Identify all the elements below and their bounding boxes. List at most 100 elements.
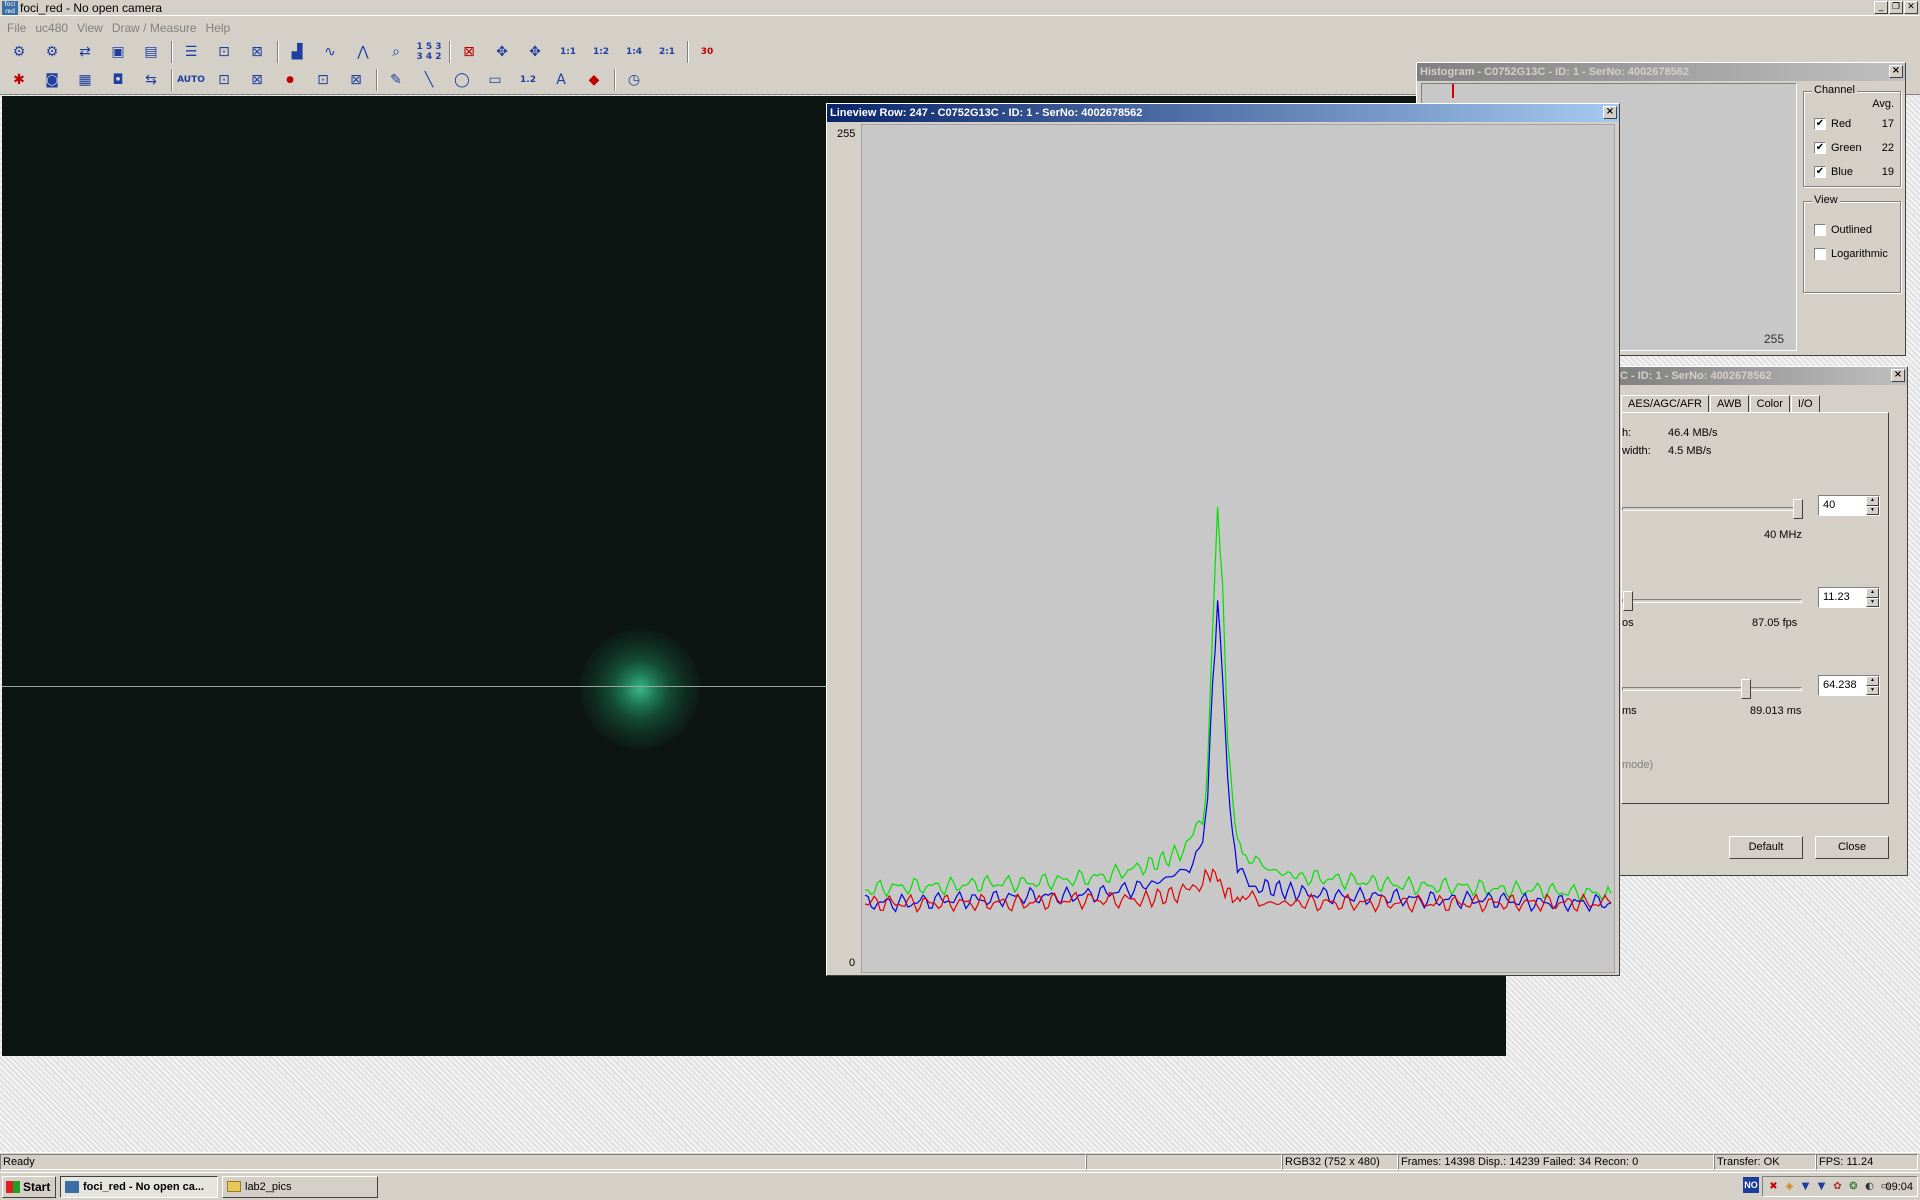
properties-title-bar[interactable]: C - ID: 1 - SerNo: 4002678562 × (1617, 367, 1907, 385)
connect-icon[interactable]: ⇄ (79, 43, 91, 60)
start-button[interactable]: Start (2, 1175, 56, 1198)
snapshot-icon[interactable]: ◙ (45, 71, 59, 88)
measure-icon[interactable]: 1.2 (520, 74, 536, 85)
properties-icon[interactable]: ☰ (184, 43, 198, 60)
record-video-icon[interactable]: ▤ (144, 43, 158, 60)
zoom-icon[interactable]: ⌕ (392, 43, 400, 60)
display-icon[interactable]: ▭ (1880, 1181, 1891, 1192)
tab-color[interactable]: Color (1749, 395, 1790, 413)
menu-draw-measure[interactable]: Draw / Measure (111, 20, 197, 35)
close-camera-icon[interactable]: ⚙ (45, 43, 59, 60)
antivirus-icon[interactable]: ✿ (1833, 1181, 1842, 1192)
open-camera-icon[interactable]: ⚙ (12, 43, 26, 60)
lineview-close-button[interactable]: × (1603, 106, 1617, 119)
channel-green-checkbox[interactable]: ✔ (1814, 142, 1826, 154)
aoi-wb-icon[interactable]: ⊡ (317, 71, 329, 88)
exposure-input[interactable]: 64.238 ▲ ▼ (1818, 675, 1880, 696)
auto-exposure-icon[interactable]: AUTO (177, 74, 205, 85)
channel-red-checkbox[interactable]: ✔ (1814, 118, 1826, 130)
network-icon[interactable]: ✖ (1769, 1181, 1778, 1192)
aoi-exposure-clear-icon[interactable]: ⊠ (251, 71, 263, 88)
app-title-bar[interactable]: foci red foci_red - No open camera _ ❐ ✕ (0, 0, 1920, 16)
menu-help[interactable]: Help (205, 20, 231, 35)
spin-down-icon[interactable]: ▼ (1866, 505, 1879, 515)
histogram-icon[interactable]: ▟ (291, 43, 303, 60)
pixelclock-input[interactable]: 40 ▲ ▼ (1818, 495, 1880, 516)
outlined-checkbox[interactable] (1814, 224, 1826, 236)
pixelclock-slider[interactable] (1622, 499, 1803, 519)
exposure-slider-thumb[interactable] (1741, 679, 1751, 699)
close-button[interactable]: Close (1815, 836, 1889, 859)
channel-blue-row[interactable]: ✔ Blue 19 (1814, 166, 1894, 178)
framerate-input[interactable]: 11.23 ▲ ▼ (1818, 587, 1880, 608)
aoi-clear-icon[interactable]: ⊠ (251, 43, 263, 60)
task-lab2-pics[interactable]: lab2_pics (222, 1175, 378, 1198)
tab-awb[interactable]: AWB (1709, 395, 1749, 413)
sync-icon[interactable]: ❂ (1849, 1181, 1858, 1192)
spin-up-icon[interactable]: ▲ (1866, 496, 1879, 506)
aoi-icon[interactable]: ⊡ (218, 43, 230, 60)
pixelclock-spinner[interactable]: ▲ ▼ (1866, 496, 1879, 515)
zoom-1-4-icon[interactable]: 1:4 (625, 46, 643, 57)
save-icon[interactable]: ▣ (111, 43, 125, 60)
channel-blue-checkbox[interactable]: ✔ (1814, 166, 1826, 178)
rectangle-icon[interactable]: ▭ (488, 71, 502, 88)
pixelclock-slider-thumb[interactable] (1793, 499, 1803, 519)
menu-uc480[interactable]: uc480 (35, 20, 69, 35)
histogram-close-button[interactable]: × (1889, 65, 1903, 78)
language-indicator[interactable]: NO (1743, 1177, 1759, 1193)
spin-up-icon[interactable]: ▲ (1866, 676, 1879, 686)
exposure-spinner[interactable]: ▲ ▼ (1866, 676, 1879, 695)
histogram-title-bar[interactable]: Histogram - C0752G13C - ID: 1 - SerNo: 4… (1417, 63, 1905, 81)
camera-properties-dialog[interactable]: C - ID: 1 - SerNo: 4002678562 × AES/AGC/… (1616, 366, 1908, 876)
framerate-slider[interactable] (1622, 591, 1802, 611)
properties-close-x-button[interactable]: × (1891, 369, 1905, 382)
timer-trigger-icon[interactable]: ⇆ (145, 71, 157, 88)
clock-icon[interactable]: ◷ (627, 71, 641, 88)
auto-white-balance-icon[interactable]: ● (286, 74, 294, 85)
lineview-dialog[interactable]: Lineview Row: 247 - C0752G13C - ID: 1 - … (826, 103, 1620, 976)
security-shield-icon[interactable]: ◈ (1785, 1181, 1794, 1192)
fit-expand-icon[interactable]: ✥ (529, 43, 541, 60)
burst-icon[interactable]: ▦ (78, 71, 92, 88)
aoi-exposure-icon[interactable]: ⊡ (218, 71, 230, 88)
minimize-button[interactable]: _ (1874, 1, 1888, 14)
zoom-1-2-icon[interactable]: 1:2 (592, 46, 610, 57)
spin-up-icon[interactable]: ▲ (1866, 588, 1879, 598)
exposure-slider[interactable] (1622, 679, 1802, 699)
fit-window-icon[interactable]: ⊠ (463, 43, 475, 60)
view-outlined-row[interactable]: Outlined (1814, 224, 1894, 236)
tab-aes-agc-afr[interactable]: AES/AGC/AFR (1621, 395, 1709, 413)
line-icon[interactable]: ╲ (424, 71, 434, 88)
restore-button[interactable]: ❐ (1889, 1, 1903, 14)
ellipse-icon[interactable]: ◯ (454, 71, 470, 88)
task-foci-red[interactable]: foci_red - No open ca... (60, 1175, 218, 1198)
zoom-2-1-icon[interactable]: 2:1 (658, 46, 676, 57)
spin-down-icon[interactable]: ▼ (1866, 597, 1879, 607)
menu-view[interactable]: View (77, 20, 103, 35)
channel-red-row[interactable]: ✔ Red 17 (1814, 118, 1894, 130)
update-icon[interactable]: ▼ (1817, 1181, 1826, 1192)
live-icon[interactable]: ✱ (13, 71, 25, 88)
fit-center-icon[interactable]: ✥ (496, 43, 508, 60)
close-button[interactable]: ✕ (1904, 1, 1918, 14)
framerate-slider-thumb[interactable] (1623, 591, 1633, 611)
view-logarithmic-row[interactable]: Logarithmic (1814, 248, 1894, 260)
zoom-1-1-icon[interactable]: 1:1 (559, 46, 577, 57)
lineview-column-icon[interactable]: ⋀ (357, 43, 369, 60)
lineview-icon[interactable]: ∿ (324, 43, 336, 60)
text-tool-icon[interactable]: A (556, 71, 566, 88)
app-icon[interactable]: foci red (2, 0, 18, 15)
aoi-wb-clear-icon[interactable]: ⊠ (350, 71, 362, 88)
eraser-icon[interactable]: ◆ (588, 71, 600, 88)
volume-icon[interactable]: ◐ (1865, 1181, 1874, 1192)
tab-io[interactable]: I/O (1790, 395, 1820, 413)
framerate-spinner[interactable]: ▲ ▼ (1866, 588, 1879, 607)
lineview-title-bar[interactable]: Lineview Row: 247 - C0752G13C - ID: 1 - … (827, 104, 1619, 122)
channel-green-row[interactable]: ✔ Green 22 (1814, 142, 1894, 154)
logarithmic-checkbox[interactable] (1814, 248, 1826, 260)
trigger-icon[interactable]: ◘ (112, 71, 124, 88)
pencil-icon[interactable]: ✎ (390, 71, 402, 88)
menu-file[interactable]: File (7, 20, 27, 35)
